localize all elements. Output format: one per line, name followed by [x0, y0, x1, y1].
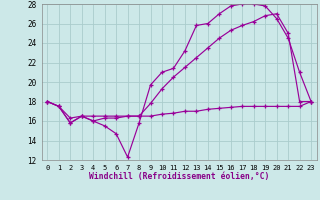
X-axis label: Windchill (Refroidissement éolien,°C): Windchill (Refroidissement éolien,°C) [89, 172, 269, 181]
